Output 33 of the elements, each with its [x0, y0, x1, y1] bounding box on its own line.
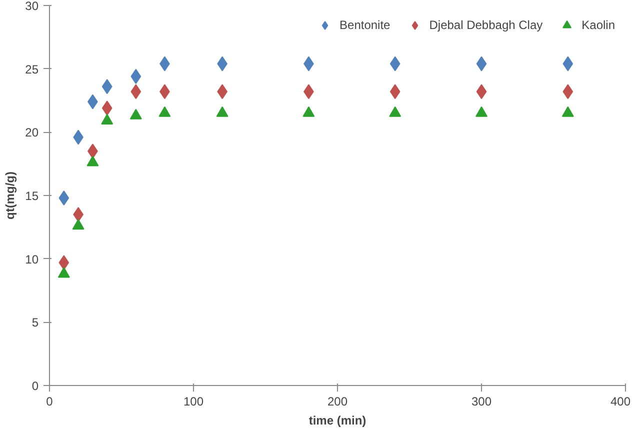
legend-label: Bentonite [340, 18, 390, 32]
point [390, 56, 400, 72]
point [58, 190, 70, 206]
point [73, 207, 84, 222]
point [72, 219, 84, 230]
x-tick-label: 0 [46, 394, 54, 408]
point [562, 56, 574, 72]
y-tick-label: 10 [25, 252, 39, 266]
point [562, 84, 574, 100]
point [130, 84, 142, 100]
point [58, 267, 70, 278]
y-tick-label: 25 [25, 62, 39, 76]
y-tick-label: 20 [25, 126, 39, 140]
point [58, 255, 70, 270]
point [476, 56, 487, 72]
legend-label: Djebal Debbagh Clay [429, 18, 543, 32]
x-tick-label: 100 [183, 394, 204, 408]
x-axis-title: time (min) [308, 414, 366, 428]
point [130, 68, 142, 84]
y-tick-label: 5 [32, 316, 39, 330]
legend-label: Kaolin [582, 18, 615, 32]
y-tick-label: 0 [32, 379, 39, 393]
point [390, 84, 400, 100]
y-tick-label: 30 [25, 0, 39, 13]
x-tick-label: 400 [610, 394, 631, 408]
point [102, 79, 112, 94]
x-tick-label: 200 [327, 394, 348, 408]
point [86, 156, 99, 166]
point [102, 100, 112, 116]
point [476, 84, 487, 100]
x-tick-label: 300 [471, 394, 492, 408]
y-tick-label: 15 [25, 189, 39, 203]
y-axis-title: qt(mg/g) [3, 172, 18, 220]
